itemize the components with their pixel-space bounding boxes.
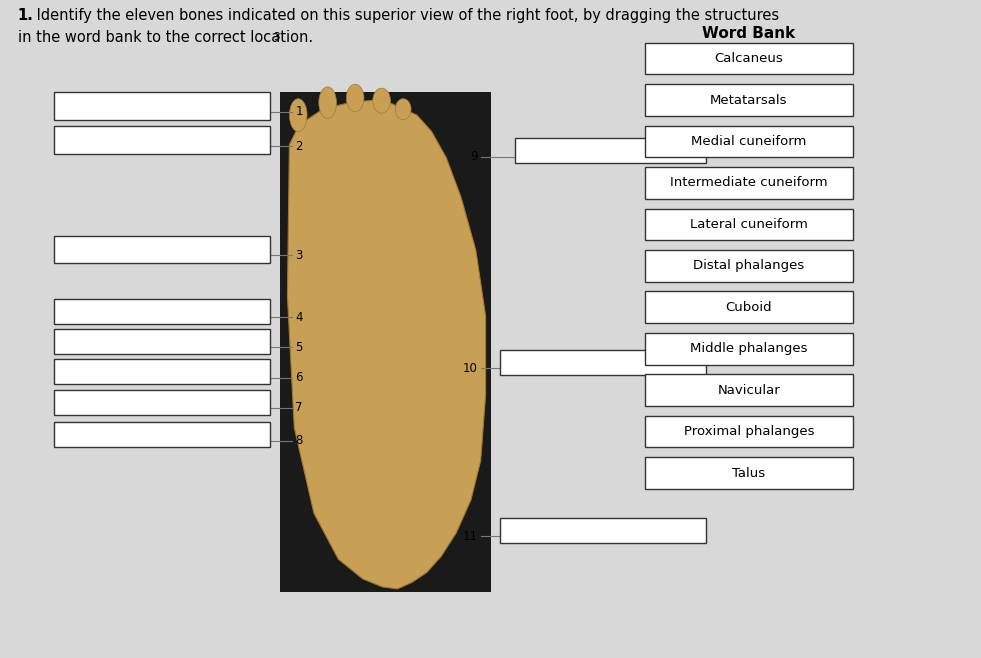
Bar	[645, 126, 853, 157]
Bar	[54, 390, 270, 415]
Bar	[515, 138, 706, 163]
Bar	[54, 92, 270, 120]
Ellipse shape	[373, 88, 390, 113]
Bar	[645, 416, 853, 447]
Bar	[54, 359, 270, 384]
Bar	[54, 422, 270, 447]
Text: 4: 4	[295, 311, 303, 324]
Bar	[500, 350, 706, 375]
Text: 3: 3	[295, 249, 303, 262]
Text: Calcaneus: Calcaneus	[714, 52, 784, 65]
Bar	[500, 518, 706, 543]
Text: 6: 6	[295, 371, 303, 384]
Text: 3: 3	[273, 32, 280, 41]
Text: Intermediate cuneiform: Intermediate cuneiform	[670, 176, 828, 190]
Bar	[280, 92, 490, 592]
Text: 8: 8	[295, 434, 303, 447]
Bar	[54, 329, 270, 354]
Bar	[645, 291, 853, 323]
Ellipse shape	[289, 99, 307, 132]
Text: 7: 7	[295, 401, 303, 415]
Text: Metatarsals: Metatarsals	[710, 93, 788, 107]
Bar	[645, 167, 853, 199]
Bar	[645, 84, 853, 116]
Bar	[54, 126, 270, 154]
Text: 9: 9	[470, 150, 478, 163]
Ellipse shape	[395, 99, 411, 120]
Text: Lateral cuneiform: Lateral cuneiform	[690, 218, 808, 231]
Bar	[645, 374, 853, 406]
Text: 1.: 1.	[18, 8, 33, 23]
Text: 11: 11	[463, 530, 478, 543]
Bar	[645, 333, 853, 365]
Bar	[645, 457, 853, 489]
Text: 10: 10	[463, 362, 478, 375]
Bar	[54, 299, 270, 324]
Text: Cuboid: Cuboid	[726, 301, 772, 314]
Polygon shape	[287, 100, 486, 589]
Text: in the word bank to the correct location.: in the word bank to the correct location…	[18, 30, 313, 45]
Text: Navicular: Navicular	[718, 384, 780, 397]
Ellipse shape	[346, 84, 364, 112]
Bar	[645, 209, 853, 240]
Text: 5: 5	[295, 341, 303, 354]
Text: 2: 2	[295, 139, 303, 153]
Text: 1. Identify the eleven bones indicated on this superior view of the right foot, : 1. Identify the eleven bones indicated o…	[18, 8, 779, 23]
Bar	[645, 43, 853, 74]
Text: Middle phalanges: Middle phalanges	[691, 342, 807, 355]
Bar	[54, 236, 270, 263]
Text: Medial cuneiform: Medial cuneiform	[692, 135, 806, 148]
Ellipse shape	[319, 87, 336, 118]
Bar	[645, 250, 853, 282]
Text: Word Bank: Word Bank	[702, 26, 796, 41]
Text: 1: 1	[295, 105, 303, 118]
Text: Talus: Talus	[733, 467, 765, 480]
Text: Distal phalanges: Distal phalanges	[694, 259, 804, 272]
Text: Proximal phalanges: Proximal phalanges	[684, 425, 814, 438]
